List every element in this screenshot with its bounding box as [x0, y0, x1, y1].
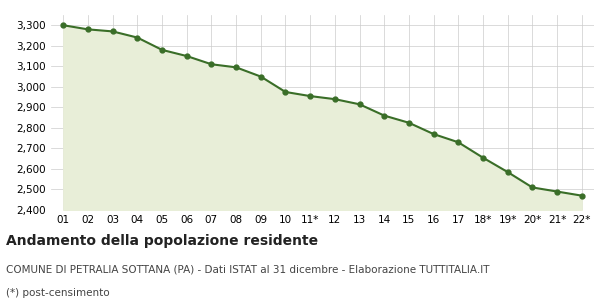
Text: (*) post-censimento: (*) post-censimento [6, 288, 110, 298]
Text: Andamento della popolazione residente: Andamento della popolazione residente [6, 234, 318, 248]
Text: COMUNE DI PETRALIA SOTTANA (PA) - Dati ISTAT al 31 dicembre - Elaborazione TUTTI: COMUNE DI PETRALIA SOTTANA (PA) - Dati I… [6, 264, 490, 274]
